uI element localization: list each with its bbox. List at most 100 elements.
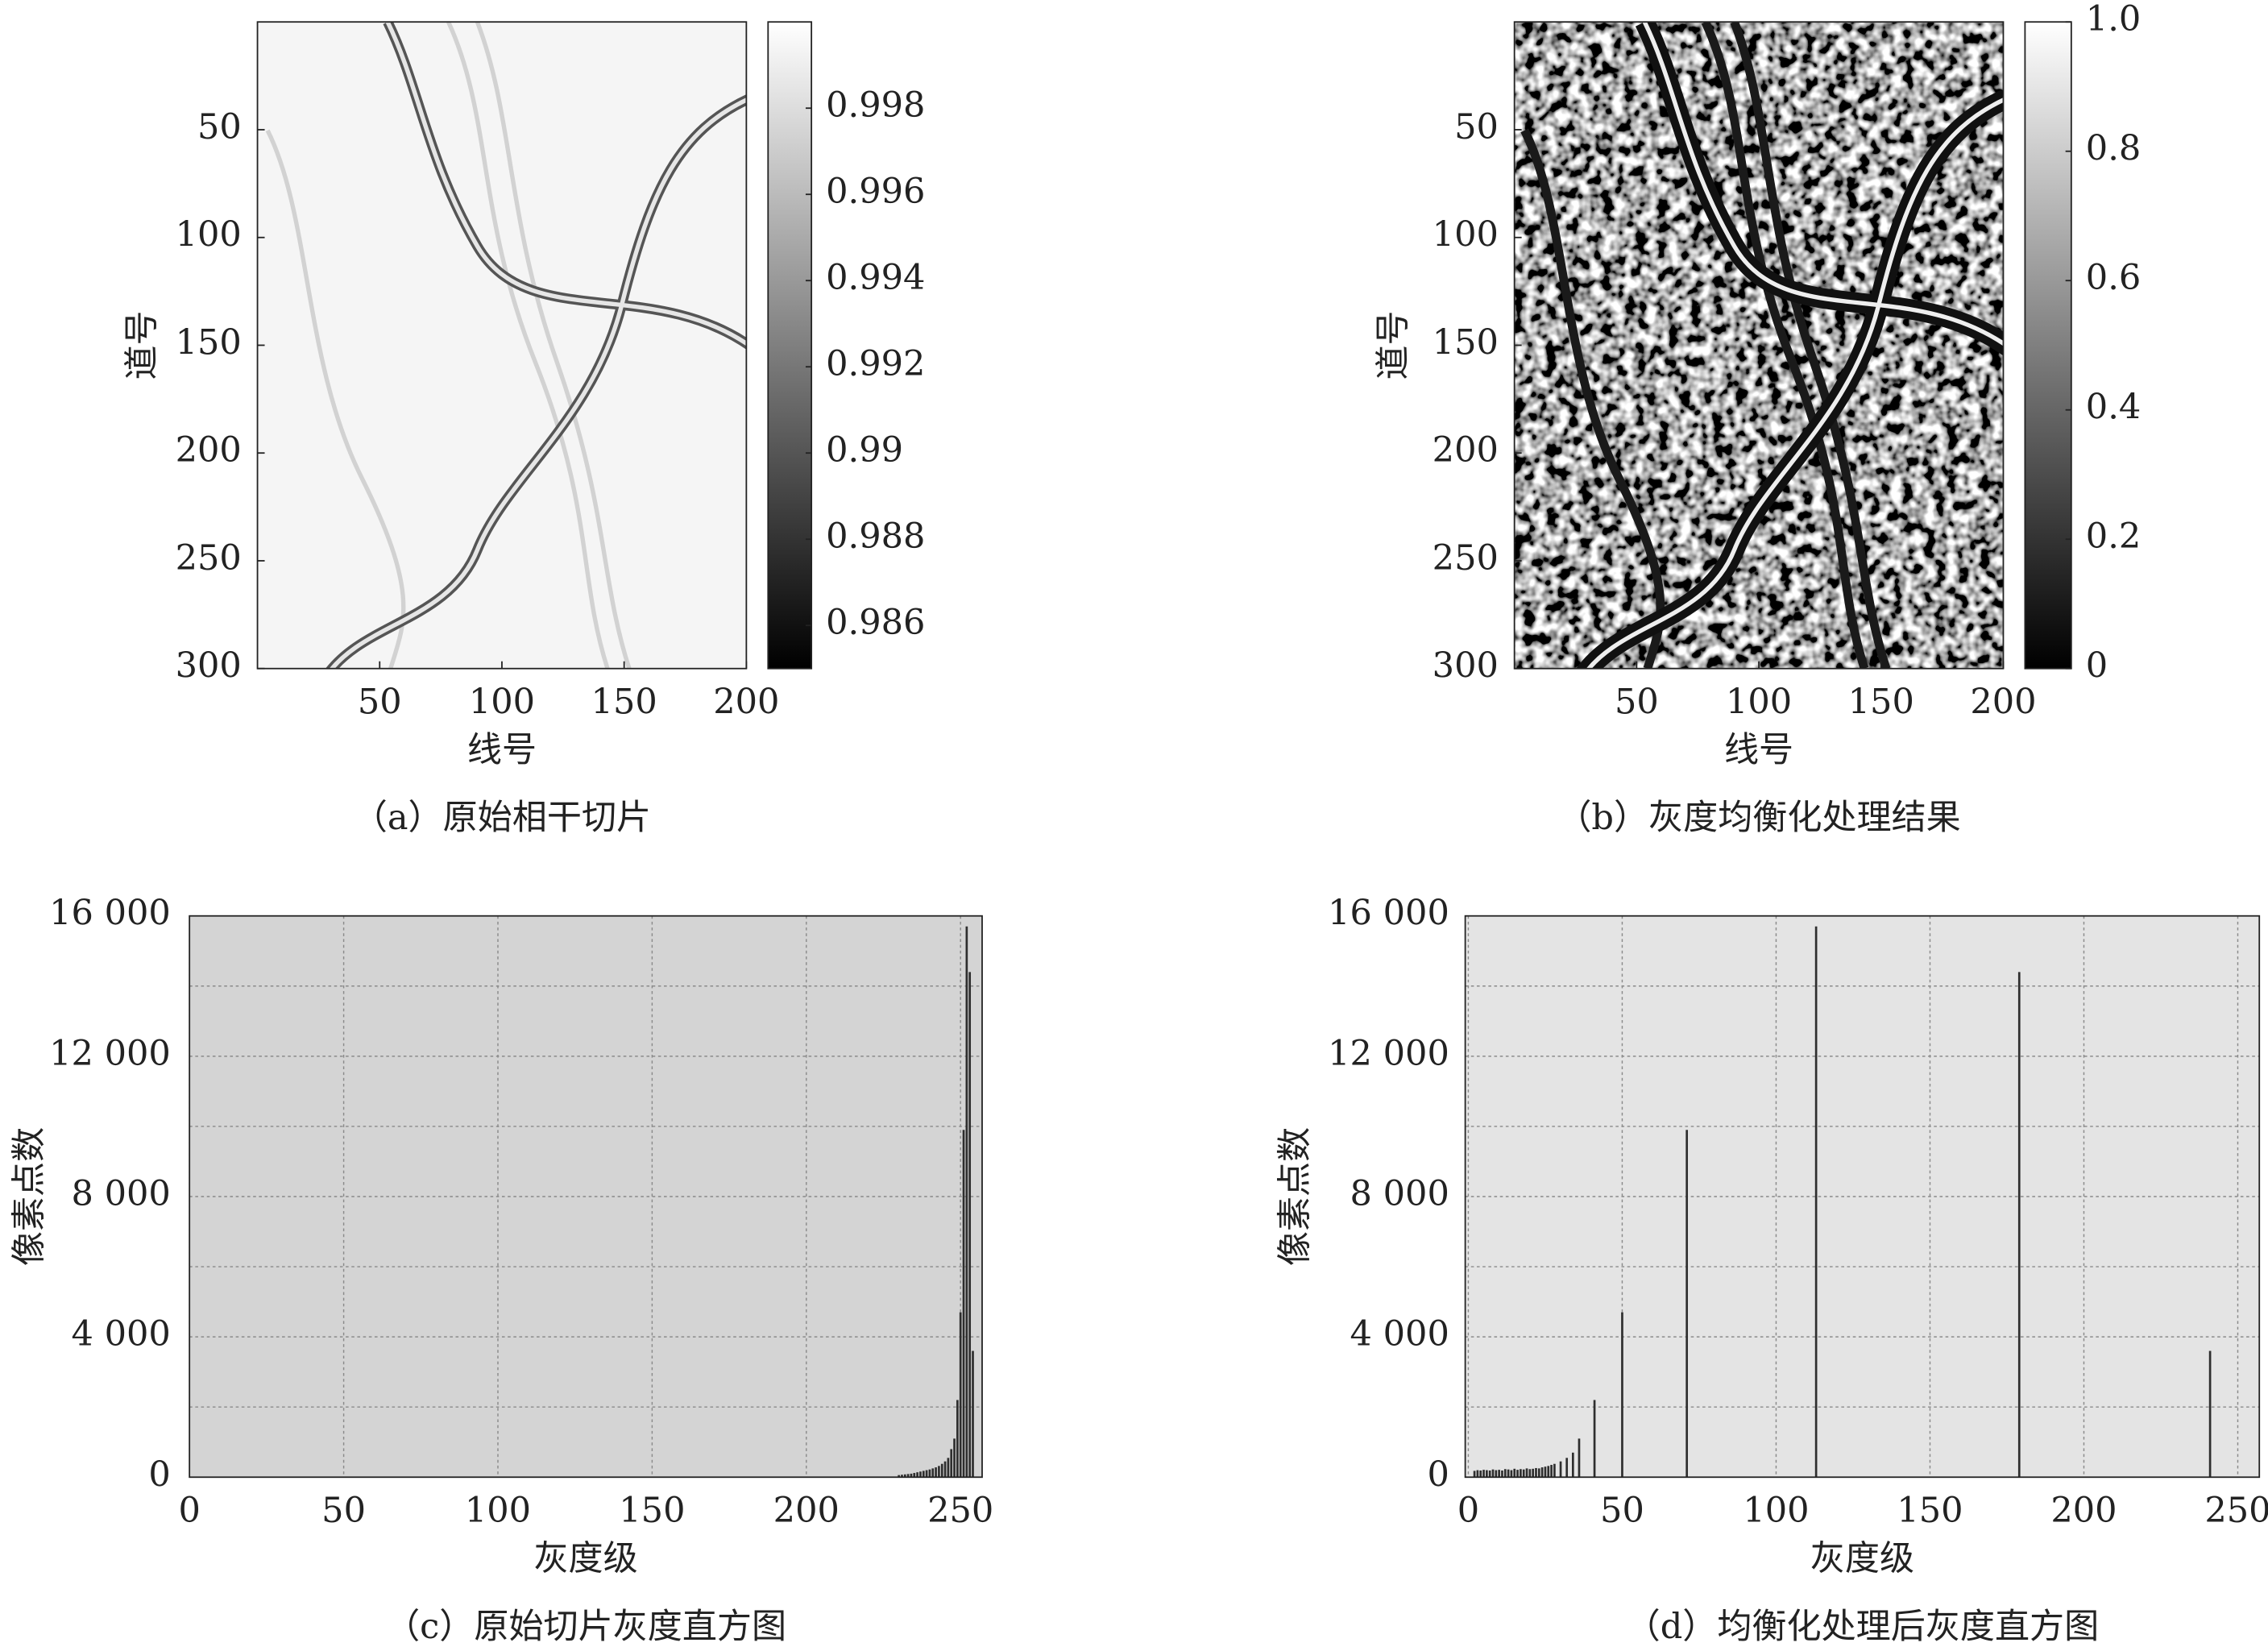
bar [1532, 1468, 1535, 1478]
bar [965, 926, 968, 1478]
y-tick-label: 300 [1433, 646, 1499, 687]
x-tick-label: 200 [2050, 1491, 2117, 1531]
bar [947, 1458, 950, 1478]
bar [1550, 1465, 1553, 1478]
y-tick-label: 250 [1433, 538, 1499, 579]
bar [959, 1312, 962, 1478]
y-tick-label: 8 000 [1350, 1174, 1449, 1214]
bar [1814, 926, 1818, 1478]
bar [1559, 1461, 1562, 1478]
bar [1522, 1469, 1525, 1478]
x-axis-label: 灰度级 [533, 1538, 637, 1578]
bar [935, 1467, 937, 1478]
y-axis-label: 像素点数 [9, 1127, 49, 1266]
bar [2208, 1350, 2212, 1478]
y-tick-label: 16 000 [49, 894, 171, 934]
bar [1503, 1469, 1507, 1478]
caption: （b）灰度均衡化处理结果 [1557, 798, 1960, 838]
y-tick-label: 0 [148, 1454, 170, 1495]
bar [910, 1473, 913, 1478]
image-b [1514, 22, 2004, 669]
bar [972, 1350, 974, 1478]
y-tick-label: 12 000 [1328, 1034, 1449, 1074]
x-axis-label: 线号 [467, 730, 537, 770]
bar [903, 1474, 906, 1478]
colorbar-tick-label: 0.99 [826, 430, 903, 471]
bar [906, 1474, 910, 1478]
colorbar-tick-label: 0.998 [826, 85, 925, 126]
x-axis-label: 灰度级 [1810, 1538, 1914, 1578]
x-tick-label: 150 [619, 1491, 685, 1531]
x-tick-label: 200 [1970, 682, 2036, 723]
bar [1547, 1466, 1550, 1478]
x-axis-label: 线号 [1724, 730, 1793, 770]
colorbar-tick-label: 0.996 [826, 172, 925, 212]
axes-frame [189, 915, 983, 1479]
x-tick-label: 50 [1615, 682, 1659, 723]
y-tick-label: 16 000 [1328, 894, 1449, 934]
bar [962, 1130, 965, 1478]
colorbar-tick-label: 0.988 [826, 516, 925, 557]
colorbar-tick-label: 0.8 [2086, 129, 2142, 169]
bar [1516, 1470, 1519, 1478]
axes-frame [1464, 915, 2261, 1479]
bar [1482, 1470, 1485, 1478]
bar [1593, 1400, 1596, 1478]
bar [1507, 1469, 1510, 1478]
x-tick-label: 250 [2204, 1491, 2268, 1531]
x-tick-label: 100 [1726, 682, 1792, 723]
bar [925, 1470, 928, 1478]
bar [913, 1473, 916, 1478]
bar [1525, 1468, 1528, 1478]
bar [968, 972, 972, 1478]
colorbar-tick-label: 0.992 [826, 344, 925, 384]
bar [950, 1449, 953, 1478]
bar [919, 1471, 922, 1478]
image-a [257, 22, 747, 669]
x-tick-label: 50 [1600, 1491, 1644, 1531]
bar [916, 1472, 918, 1478]
bar [1571, 1452, 1574, 1478]
bar [956, 1400, 959, 1478]
y-tick-label: 8 000 [72, 1174, 171, 1214]
bar [1495, 1470, 1498, 1478]
bar [938, 1466, 940, 1478]
axes-frame [256, 21, 748, 670]
bar [922, 1471, 925, 1478]
x-tick-label: 50 [358, 682, 402, 723]
bar [1537, 1468, 1540, 1478]
y-tick-label: 300 [176, 646, 242, 687]
y-tick-label: 4 000 [1350, 1314, 1449, 1354]
bar [1491, 1469, 1495, 1478]
x-tick-label: 0 [1457, 1491, 1479, 1531]
bar [1621, 1312, 1623, 1478]
bar [953, 1438, 956, 1478]
y-axis-label: 道号 [1373, 310, 1413, 380]
bar [1486, 1470, 1488, 1478]
bar [1520, 1469, 1522, 1478]
bar [1553, 1463, 1556, 1478]
colorbar-tick-label: 0.2 [2086, 516, 2142, 557]
y-tick-label: 250 [176, 538, 242, 579]
colorbar-tick-label: 0.4 [2086, 388, 2142, 428]
colorbar [2024, 21, 2072, 670]
y-tick-label: 12 000 [49, 1034, 171, 1074]
bar [1565, 1458, 1569, 1478]
y-axis-label: 像素点数 [1275, 1127, 1315, 1266]
bar [928, 1469, 931, 1478]
colorbar-tick-label: 0 [2086, 646, 2108, 687]
bar [1510, 1470, 1513, 1478]
y-tick-label: 0 [1427, 1454, 1449, 1495]
colorbar-tick-label: 0.994 [826, 258, 925, 298]
bar [898, 1475, 900, 1478]
y-tick-label: 4 000 [72, 1314, 171, 1354]
bar [940, 1463, 943, 1478]
y-tick-label: 200 [1433, 430, 1499, 471]
y-tick-label: 200 [176, 430, 242, 471]
bar [1473, 1471, 1476, 1478]
x-tick-label: 100 [1743, 1491, 1809, 1531]
colorbar-tick-label: 0.986 [826, 603, 925, 643]
y-tick-label: 150 [1433, 322, 1499, 363]
caption: （d）均衡化处理后灰度直方图 [1626, 1607, 2100, 1647]
